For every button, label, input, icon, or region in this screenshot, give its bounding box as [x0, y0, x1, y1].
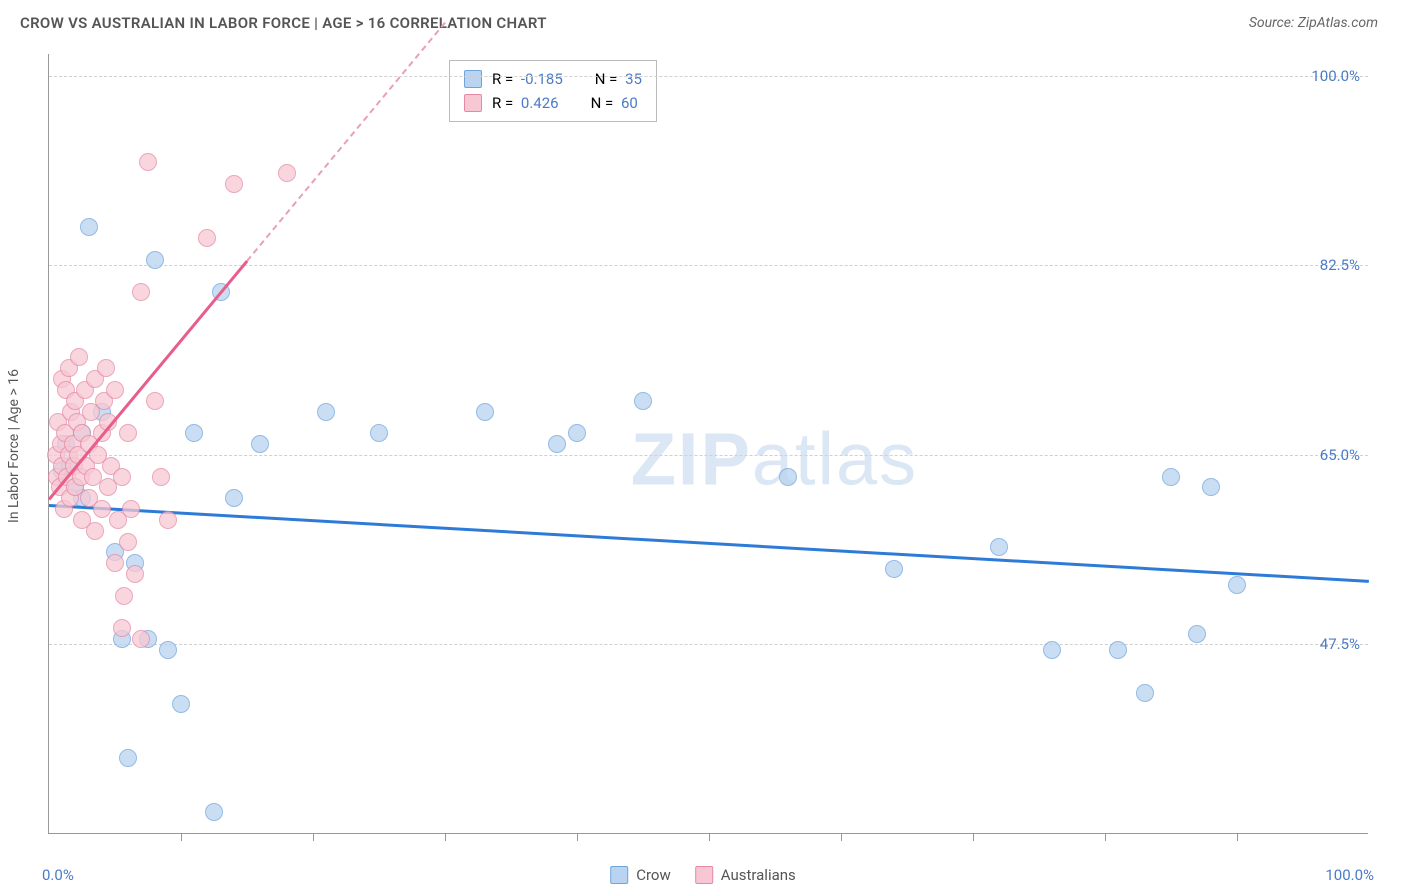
- grid-line: [49, 265, 1368, 266]
- data-point: [115, 587, 133, 605]
- data-point: [278, 164, 296, 182]
- data-point: [93, 500, 111, 518]
- legend-stats-row: R = 0.426 N = 60: [464, 91, 642, 115]
- data-point: [225, 489, 243, 507]
- data-point: [172, 695, 190, 713]
- legend-swatch: [610, 866, 628, 884]
- data-point: [132, 283, 150, 301]
- source-label: Source: ZipAtlas.com: [1249, 15, 1378, 31]
- data-point: [1136, 684, 1154, 702]
- legend-series-item: Australians: [695, 866, 796, 884]
- legend-series-label: Australians: [721, 866, 796, 884]
- x-axis-max-label: 100.0%: [1325, 866, 1374, 884]
- x-tick: [709, 833, 710, 841]
- data-point: [634, 392, 652, 410]
- data-point: [225, 175, 243, 193]
- data-point: [198, 229, 216, 247]
- watermark: ZIPatlas: [631, 417, 918, 502]
- legend-swatch: [464, 94, 482, 112]
- chart-title: CROW VS AUSTRALIAN IN LABOR FORCE | AGE …: [20, 14, 547, 32]
- legend-stats: R = -0.185 N = 35 R = 0.426 N = 60: [449, 60, 657, 122]
- data-point: [779, 468, 797, 486]
- x-tick: [841, 833, 842, 841]
- x-tick: [1105, 833, 1106, 841]
- data-point: [1188, 625, 1206, 643]
- grid-line: [49, 455, 1368, 456]
- legend-swatch: [695, 866, 713, 884]
- legend-series-item: Crow: [610, 866, 671, 884]
- data-point: [113, 468, 131, 486]
- legend-n-label: N = 35: [595, 67, 642, 91]
- data-point: [990, 538, 1008, 556]
- data-point: [132, 630, 150, 648]
- data-point: [106, 554, 124, 572]
- data-point: [80, 218, 98, 236]
- data-point: [476, 403, 494, 421]
- legend-swatch: [464, 70, 482, 88]
- data-point: [1043, 641, 1061, 659]
- data-point: [1228, 576, 1246, 594]
- data-point: [885, 560, 903, 578]
- data-point: [152, 468, 170, 486]
- data-point: [146, 251, 164, 269]
- y-tick-label: 100.0%: [1311, 67, 1360, 85]
- data-point: [119, 424, 137, 442]
- x-tick: [313, 833, 314, 841]
- data-point: [1202, 478, 1220, 496]
- data-point: [86, 522, 104, 540]
- data-point: [119, 749, 137, 767]
- data-point: [317, 403, 335, 421]
- data-point: [185, 424, 203, 442]
- data-point: [122, 500, 140, 518]
- data-point: [70, 348, 88, 366]
- data-point: [126, 565, 144, 583]
- data-point: [1162, 468, 1180, 486]
- data-point: [251, 435, 269, 453]
- data-point: [139, 153, 157, 171]
- trend-line: [49, 504, 1369, 583]
- x-tick: [181, 833, 182, 841]
- data-point: [146, 392, 164, 410]
- data-point: [106, 381, 124, 399]
- data-point: [568, 424, 586, 442]
- legend-n-label: N = 60: [591, 91, 638, 115]
- grid-line: [49, 76, 1368, 77]
- trend-line-extension: [246, 22, 446, 262]
- legend-stats-row: R = -0.185 N = 35: [464, 67, 642, 91]
- data-point: [159, 641, 177, 659]
- data-point: [370, 424, 388, 442]
- y-axis-title: In Labor Force | Age > 16: [6, 369, 22, 523]
- plot-area: ZIPatlas R = -0.185 N = 35 R = 0.426 N = 60…: [48, 54, 1368, 834]
- y-tick-label: 65.0%: [1320, 446, 1360, 464]
- x-axis-min-label: 0.0%: [42, 866, 74, 884]
- legend-series-label: Crow: [636, 866, 671, 884]
- legend-series: Crow Australians: [610, 866, 796, 884]
- data-point: [548, 435, 566, 453]
- y-tick-label: 47.5%: [1320, 635, 1360, 653]
- data-point: [119, 533, 137, 551]
- chart-header: CROW VS AUSTRALIAN IN LABOR FORCE | AGE …: [0, 0, 1406, 46]
- data-point: [159, 511, 177, 529]
- data-point: [205, 803, 223, 821]
- data-point: [1109, 641, 1127, 659]
- grid-line: [49, 644, 1368, 645]
- data-point: [84, 468, 102, 486]
- legend-r-label: R = 0.426: [492, 91, 559, 115]
- x-tick: [973, 833, 974, 841]
- x-tick: [1237, 833, 1238, 841]
- y-tick-label: 82.5%: [1320, 256, 1360, 274]
- data-point: [113, 619, 131, 637]
- legend-r-label: R = -0.185: [492, 67, 563, 91]
- x-tick: [577, 833, 578, 841]
- data-point: [97, 359, 115, 377]
- x-tick: [445, 833, 446, 841]
